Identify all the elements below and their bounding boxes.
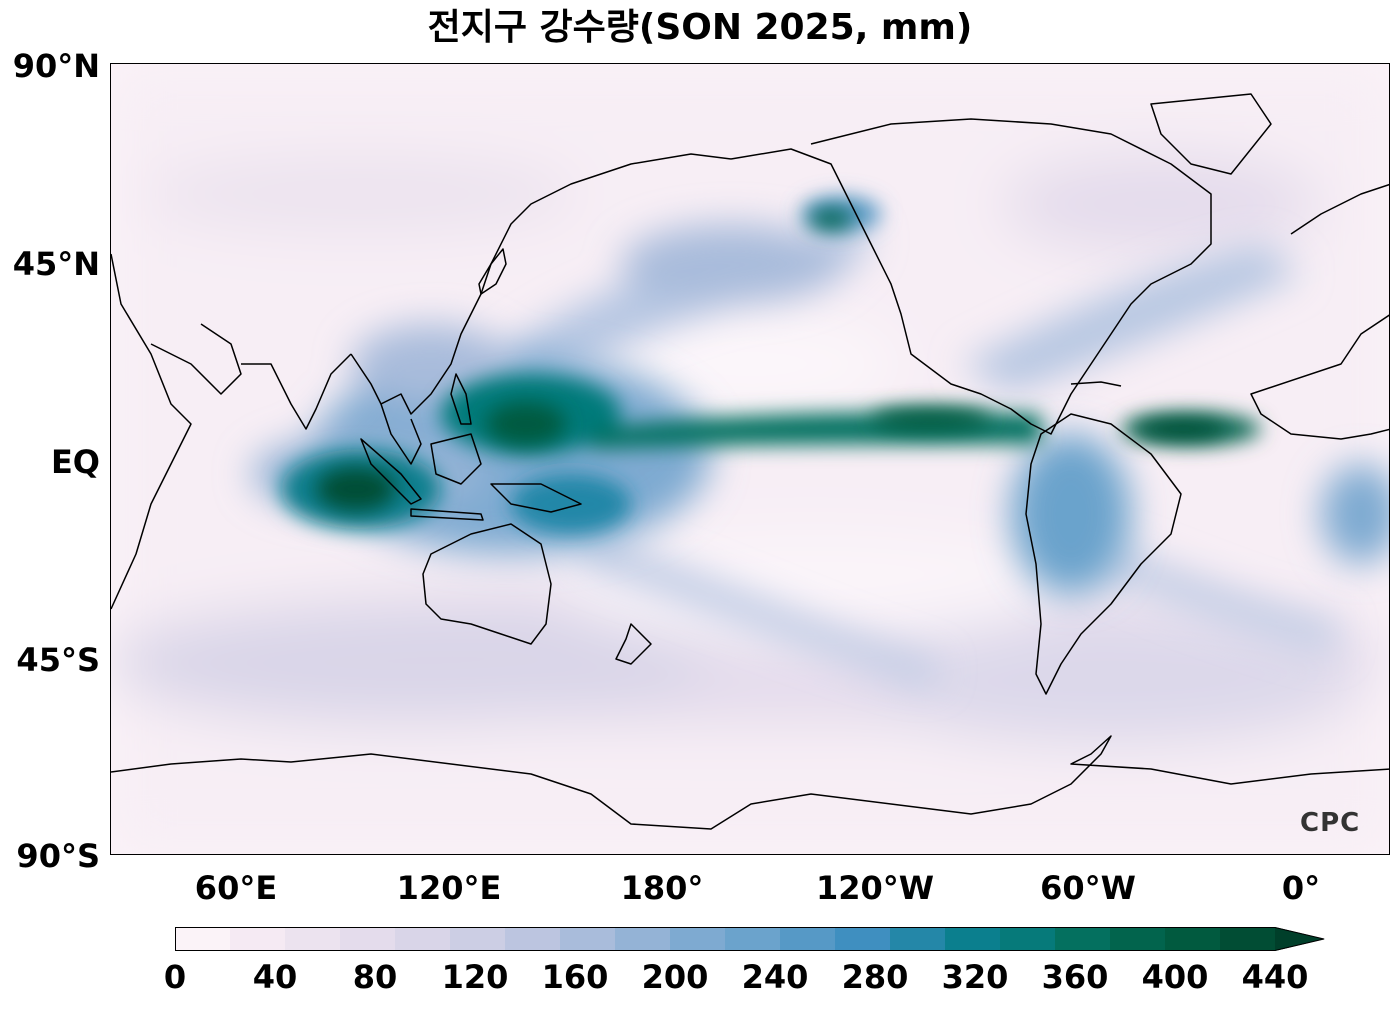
- lon-label-120w: 120°W: [815, 869, 935, 907]
- precip-background-field: [111, 64, 1389, 854]
- coastline-java: [410, 508, 484, 521]
- colorbar-tick-label: 280: [841, 958, 909, 996]
- colorbar-tick-label: 360: [1041, 958, 1109, 996]
- colorbar-segment: [780, 927, 836, 951]
- coastline-africa-west: [1250, 314, 1389, 440]
- colorbar-tick-label: 80: [352, 958, 398, 996]
- colorbar-segment: [1055, 927, 1111, 951]
- colorbar-segment: [505, 927, 561, 951]
- colorbar-outline: [175, 927, 1325, 951]
- colorbar-tick-label: 120: [441, 958, 509, 996]
- colorbar-extend-arrow: [1275, 927, 1325, 951]
- coastline-east-asia: [350, 153, 732, 415]
- coastline-malay-peninsula: [380, 403, 422, 465]
- coastline-australia: [422, 523, 552, 645]
- colorbar-segment: [175, 927, 231, 951]
- colorbar-tick-label: 440: [1241, 958, 1309, 996]
- colorbar-tick-label: 0: [163, 958, 187, 996]
- colorbar-tick-label: 160: [541, 958, 609, 996]
- colorbar-segment: [285, 927, 341, 951]
- colorbar-segment: [340, 927, 396, 951]
- cpc-logo: CPC: [1300, 808, 1361, 838]
- coastline-philippines: [450, 373, 472, 425]
- colorbar: [175, 927, 1325, 951]
- coastline-japan: [478, 248, 507, 295]
- colorbar-segment: [835, 927, 891, 951]
- lon-label-120e: 120°E: [396, 869, 502, 907]
- coastline-europe: [1290, 183, 1389, 235]
- lat-label-eq: EQ: [50, 443, 100, 481]
- colorbar-segment: [1110, 927, 1166, 951]
- colorbar-tick-label: 240: [741, 958, 809, 996]
- coastline-new-guinea: [490, 483, 582, 513]
- colorbar-tick-label: 200: [641, 958, 709, 996]
- coastline-caribbean: [1070, 381, 1122, 387]
- colorbar-segment: [725, 927, 781, 951]
- colorbar-tick-label: 400: [1141, 958, 1209, 996]
- colorbar-segment: [615, 927, 671, 951]
- colorbar-segment: [1165, 927, 1221, 951]
- colorbar-segment: [890, 927, 946, 951]
- colorbar-segment: [945, 927, 1001, 951]
- coastline-north-america: [730, 118, 1212, 435]
- lat-label-90n: 90°N: [12, 47, 100, 85]
- lat-label-45s: 45°S: [16, 641, 100, 679]
- colorbar-tick-label: 320: [941, 958, 1009, 996]
- precip-storm-tracks: [491, 224, 1341, 684]
- colorbar-segment: [1000, 927, 1056, 951]
- colorbar-segment: [450, 927, 506, 951]
- lat-label-90s: 90°S: [16, 837, 100, 875]
- colorbar-segment: [230, 927, 286, 951]
- coastline-borneo: [430, 433, 482, 485]
- coastline-south-america: [1025, 413, 1182, 695]
- coastline-greenland: [1150, 93, 1272, 175]
- coastline-arabia: [150, 323, 242, 395]
- lon-label-60w: 60°W: [1040, 869, 1136, 907]
- lon-label-60e: 60°E: [194, 869, 278, 907]
- lat-label-45n: 45°N: [12, 245, 100, 283]
- lon-label-0: 0°: [1281, 869, 1321, 907]
- coastline-sumatra: [360, 438, 422, 505]
- colorbar-segment: [560, 927, 616, 951]
- map-canvas: [111, 64, 1389, 854]
- coastline-india: [241, 353, 352, 430]
- coastline-africa-east: [111, 253, 192, 610]
- map-title: 전지구 강수량(SON 2025, mm): [427, 7, 973, 48]
- coastline-new-zealand: [615, 623, 652, 665]
- coastline-antarctica: [111, 735, 1389, 830]
- precipitation-map: [110, 63, 1390, 855]
- lon-label-180: 180°: [620, 869, 704, 907]
- coastlines: [111, 93, 1389, 830]
- colorbar-segment: [395, 927, 451, 951]
- colorbar-segment: [1220, 927, 1276, 951]
- colorbar-segment: [670, 927, 726, 951]
- colorbar-tick-label: 40: [252, 958, 298, 996]
